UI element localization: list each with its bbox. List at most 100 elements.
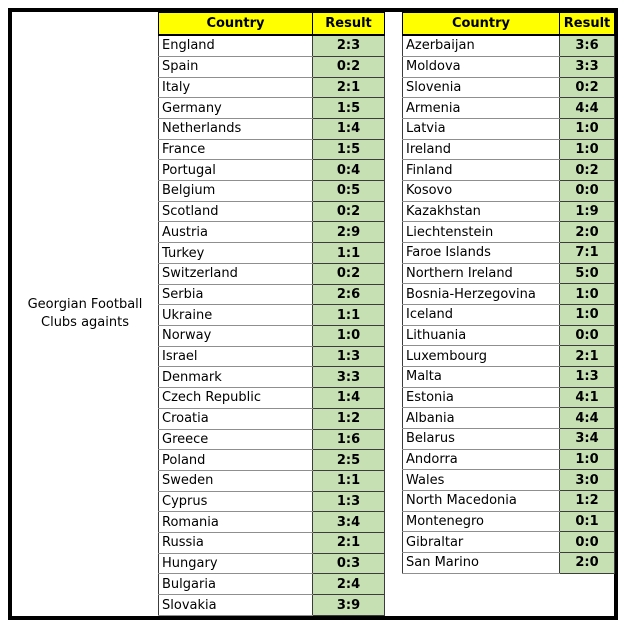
country-cell: Portugal xyxy=(158,159,313,182)
result-cell: 2:1 xyxy=(312,76,385,99)
result-cell: 0:0 xyxy=(559,531,615,553)
country-cell: Greece xyxy=(158,428,313,451)
result-cell: 0:0 xyxy=(559,324,615,347)
table-row: Poland 2:5 xyxy=(158,449,385,471)
country-cell: Montenegro xyxy=(402,510,560,533)
result-cell: 3:6 xyxy=(559,34,615,57)
result-cell: 1:5 xyxy=(312,97,385,119)
result-cell: 4:4 xyxy=(559,97,615,119)
table-row: Kosovo 0:0 xyxy=(402,179,615,202)
result-cell: 3:0 xyxy=(559,469,615,491)
result-cell: 0:2 xyxy=(312,262,385,285)
result-cell: 2:5 xyxy=(312,449,385,471)
country-cell: Albania xyxy=(402,407,560,429)
left-result-header: Result xyxy=(312,12,385,36)
result-cell: 0:0 xyxy=(559,179,615,202)
result-cell: 1:3 xyxy=(312,490,385,513)
table-row: North Macedonia 1:2 xyxy=(402,489,615,512)
table-row: France 1:5 xyxy=(158,138,385,161)
table-row: Ukraine 1:1 xyxy=(158,304,385,326)
table-row: Sweden 1:1 xyxy=(158,469,385,492)
result-cell: 0:1 xyxy=(559,510,615,533)
result-cell: 2:0 xyxy=(559,221,615,243)
table-row: Norway 1:0 xyxy=(158,324,385,347)
country-cell: Northern Ireland xyxy=(402,262,560,285)
country-cell: Czech Republic xyxy=(158,387,313,409)
country-cell: Germany xyxy=(158,97,313,119)
table-row: Switzerland 0:2 xyxy=(158,262,385,285)
result-cell: 4:4 xyxy=(559,407,615,429)
country-cell: Spain xyxy=(158,55,313,78)
country-cell: Scotland xyxy=(158,200,313,223)
table-row: Albania 4:4 xyxy=(402,407,615,429)
country-cell: Netherlands xyxy=(158,117,313,140)
table-row: Greece 1:6 xyxy=(158,428,385,451)
left-table-header-row: Country Result xyxy=(158,12,385,36)
table-row: Belarus 3:4 xyxy=(402,427,615,450)
table-row: Slovakia 3:9 xyxy=(158,594,385,616)
table-row: Serbia 2:6 xyxy=(158,283,385,306)
result-cell: 2:1 xyxy=(312,532,385,554)
country-cell: Belarus xyxy=(402,427,560,450)
country-cell: North Macedonia xyxy=(402,489,560,512)
result-cell: 2:4 xyxy=(312,573,385,596)
table-row: Armenia 4:4 xyxy=(402,97,615,119)
result-cell: 1:0 xyxy=(559,283,615,305)
country-cell: Finland xyxy=(402,159,560,181)
country-cell: Sweden xyxy=(158,469,313,492)
country-cell: Slovenia xyxy=(402,76,560,99)
table-row: Liechtenstein 2:0 xyxy=(402,221,615,243)
result-cell: 3:3 xyxy=(312,366,385,389)
country-cell: Ireland xyxy=(402,138,560,161)
country-cell: Norway xyxy=(158,324,313,347)
result-cell: 1:5 xyxy=(312,138,385,161)
table-row: Turkey 1:1 xyxy=(158,242,385,264)
result-cell: 1:2 xyxy=(559,489,615,512)
result-cell: 2:6 xyxy=(312,283,385,306)
table-row: Luxembourg 2:1 xyxy=(402,345,615,367)
country-cell: Romania xyxy=(158,511,313,534)
side-label-line1: Georgian Football xyxy=(27,297,143,312)
table-row: Slovenia 0:2 xyxy=(402,76,615,99)
result-cell: 1:1 xyxy=(312,242,385,264)
result-cell: 1:2 xyxy=(312,407,385,430)
country-cell: Iceland xyxy=(402,303,560,326)
table-row: Germany 1:5 xyxy=(158,97,385,119)
table-row: Bosnia-Herzegovina 1:0 xyxy=(402,283,615,305)
table-row: Kazakhstan 1:9 xyxy=(402,200,615,223)
country-cell: San Marino xyxy=(402,551,560,575)
table-row: Estonia 4:1 xyxy=(402,386,615,409)
table-row: Italy 2:1 xyxy=(158,76,385,99)
table-row: Hungary 0:3 xyxy=(158,552,385,575)
table-row: Malta 1:3 xyxy=(402,365,615,388)
country-cell: Poland xyxy=(158,449,313,471)
result-cell: 5:0 xyxy=(559,262,615,285)
country-cell: Liechtenstein xyxy=(402,221,560,243)
country-cell: Luxembourg xyxy=(402,345,560,367)
country-cell: Estonia xyxy=(402,386,560,409)
country-cell: Slovakia xyxy=(158,594,313,616)
table-row: Denmark 3:3 xyxy=(158,366,385,389)
result-cell: 1:3 xyxy=(312,345,385,368)
country-cell: Lithuania xyxy=(402,324,560,347)
result-cell: 1:1 xyxy=(312,469,385,492)
result-cell: 7:1 xyxy=(559,241,615,264)
table-row: Bulgaria 2:4 xyxy=(158,573,385,596)
table-row: Russia 2:1 xyxy=(158,532,385,554)
result-cell: 3:9 xyxy=(312,594,385,616)
table-row: Cyprus 1:3 xyxy=(158,490,385,513)
country-cell: Armenia xyxy=(402,97,560,119)
right-result-header: Result xyxy=(559,12,615,36)
result-cell: 0:2 xyxy=(312,55,385,78)
result-cell: 1:6 xyxy=(312,428,385,451)
country-cell: Bosnia-Herzegovina xyxy=(402,283,560,305)
result-cell: 1:0 xyxy=(559,303,615,326)
result-cell: 1:0 xyxy=(559,138,615,161)
country-cell: Denmark xyxy=(158,366,313,389)
table-row: Andorra 1:0 xyxy=(402,448,615,471)
result-cell: 1:0 xyxy=(559,448,615,471)
result-cell: 0:2 xyxy=(559,76,615,99)
result-cell: 0:2 xyxy=(559,159,615,181)
table-row: Northern Ireland 5:0 xyxy=(402,262,615,285)
country-cell: Turkey xyxy=(158,242,313,264)
